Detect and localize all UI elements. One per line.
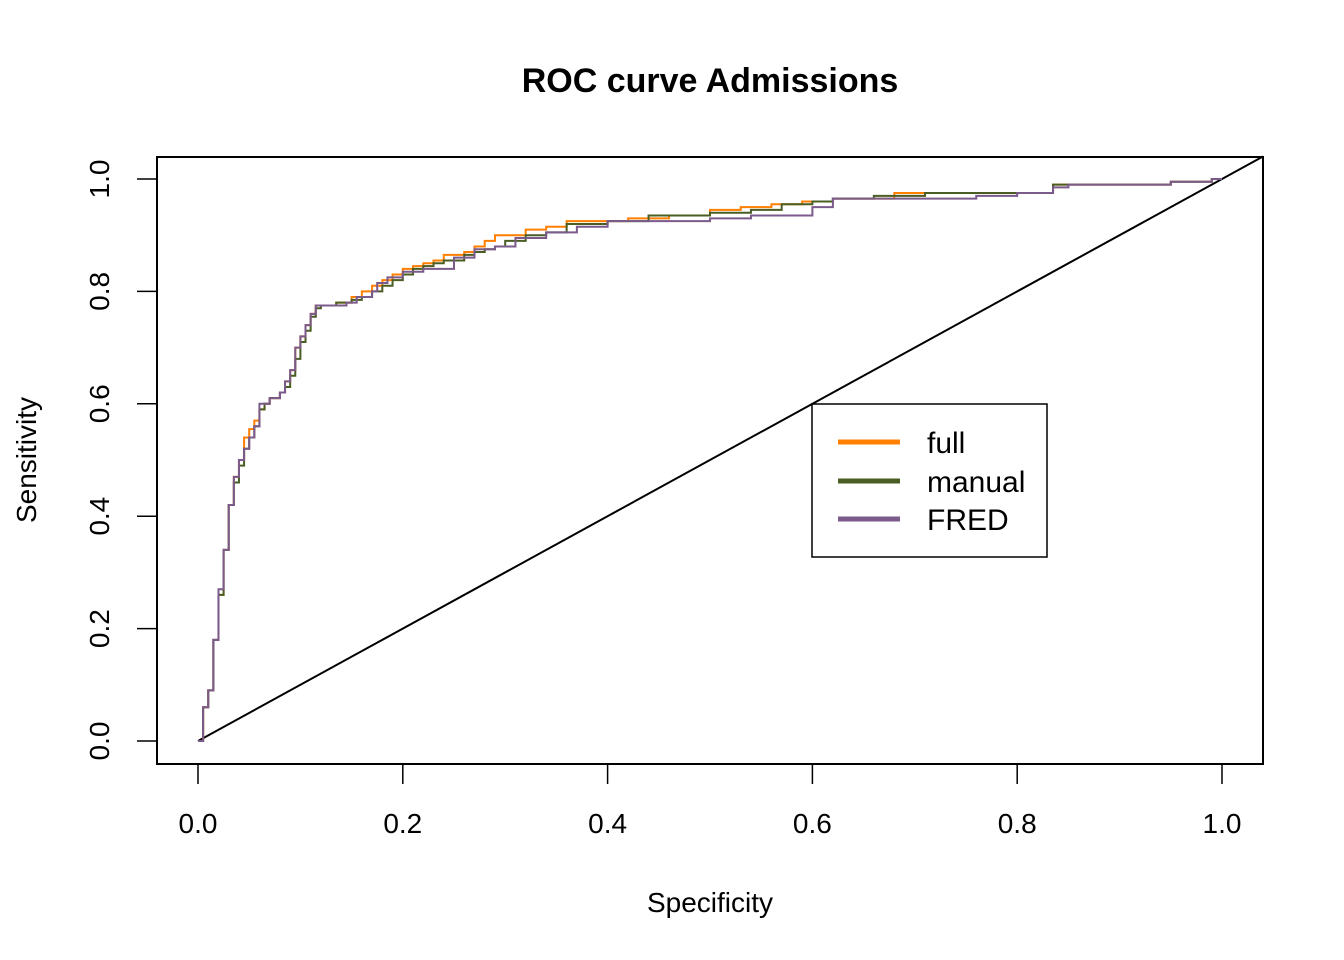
chart-title: ROC curve Admissions <box>522 62 899 100</box>
series-line-fred <box>198 178 1222 742</box>
reference-diagonal <box>197 155 1264 742</box>
x-tick-label: 1.0 <box>1203 808 1242 839</box>
y-tick-label: 1.0 <box>84 160 115 199</box>
x-axis: 0.0 0.2 0.4 0.6 0.8 1.0 <box>179 763 1242 839</box>
legend: full manual FRED <box>811 403 1048 558</box>
x-tick-label: 0.4 <box>588 808 627 839</box>
plot-area <box>197 155 1264 742</box>
y-tick-label: 0.4 <box>84 497 115 536</box>
y-tick-label: 0.8 <box>84 272 115 311</box>
legend-label-manual: manual <box>927 466 1025 499</box>
x-axis-label: Specificity <box>647 887 773 918</box>
legend-label-fred: FRED <box>927 504 1009 537</box>
y-tick-label: 0.0 <box>84 722 115 761</box>
x-tick-label: 0.0 <box>179 808 218 839</box>
x-tick-label: 0.6 <box>793 808 832 839</box>
y-axis-label: Sensitivity <box>11 397 42 523</box>
y-tick-label: 0.6 <box>84 384 115 423</box>
x-tick-label: 0.8 <box>998 808 1037 839</box>
y-axis: 0.0 0.2 0.4 0.6 0.8 1.0 <box>84 160 158 761</box>
x-tick-label: 0.2 <box>383 808 422 839</box>
y-tick-label: 0.2 <box>84 609 115 648</box>
legend-label-full: full <box>927 427 965 460</box>
series-line-full <box>198 178 1222 742</box>
